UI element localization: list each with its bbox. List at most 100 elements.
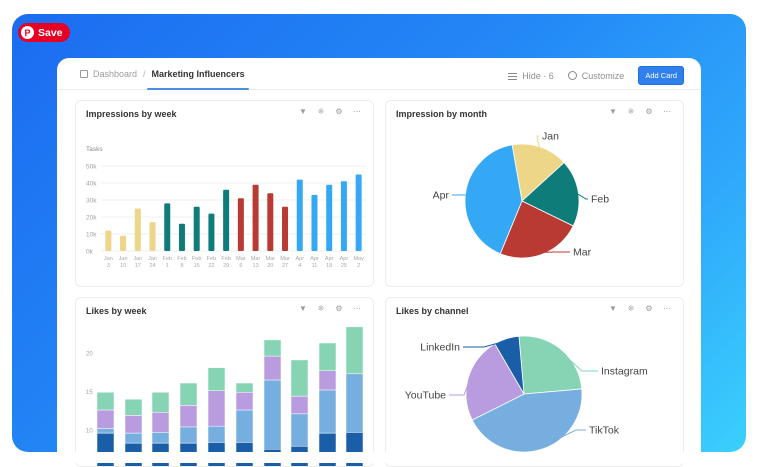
y-tick: 10 bbox=[86, 429, 93, 435]
pie-label: Jan bbox=[542, 131, 559, 143]
x-tick: 11 bbox=[312, 263, 318, 269]
pie-label: YouTube bbox=[405, 390, 446, 402]
card-title: Impressions by week bbox=[86, 109, 177, 119]
bar bbox=[296, 179, 303, 251]
stack-segment bbox=[290, 359, 309, 397]
filter-icon[interactable]: ▼ bbox=[299, 107, 307, 116]
stack-segment bbox=[96, 392, 115, 411]
dashboard-icon bbox=[80, 70, 88, 78]
stack-segment bbox=[235, 392, 254, 411]
y-axis-label: Tasks bbox=[86, 146, 103, 153]
expand-icon[interactable]: ⁜ bbox=[627, 107, 635, 116]
stack-segment bbox=[318, 342, 337, 371]
x-tick: 2 bbox=[357, 263, 360, 269]
gear-icon[interactable]: ⚙ bbox=[335, 107, 343, 116]
card-title: Likes by week bbox=[86, 306, 147, 316]
customize-label: Customize bbox=[581, 70, 625, 81]
gear-icon[interactable]: ⚙ bbox=[335, 304, 343, 313]
bar bbox=[178, 223, 185, 251]
x-tick: 20 bbox=[267, 263, 273, 269]
more-icon[interactable]: ⋯ bbox=[353, 304, 361, 313]
stack-segment bbox=[151, 392, 170, 413]
bar bbox=[164, 203, 171, 251]
pie-slice bbox=[499, 200, 574, 259]
hide-button[interactable]: Hide · 6 bbox=[508, 71, 554, 81]
stack-segment bbox=[290, 413, 309, 447]
hide-label: Hide · 6 bbox=[522, 70, 554, 81]
filter-icon[interactable]: ▼ bbox=[609, 107, 617, 116]
stack-segment bbox=[235, 409, 254, 443]
x-tick: 22 bbox=[208, 263, 214, 269]
pie-label: Mar bbox=[573, 247, 592, 259]
expand-icon[interactable]: ⁜ bbox=[317, 304, 325, 313]
stack-segment bbox=[263, 379, 282, 450]
stack-segment bbox=[179, 426, 198, 444]
filter-icon[interactable]: ▼ bbox=[609, 304, 617, 313]
add-card-button[interactable]: Add Card bbox=[638, 66, 684, 85]
expand-icon[interactable]: ⁜ bbox=[627, 304, 635, 313]
filter-icon[interactable]: ▼ bbox=[299, 304, 307, 313]
pie-label: Apr bbox=[433, 190, 450, 202]
stack-segment bbox=[124, 415, 143, 434]
x-tick: 13 bbox=[253, 263, 259, 269]
likes-pie-chart: Instagram TikTok YouTube LinkedIn bbox=[405, 335, 648, 453]
more-icon[interactable]: ⋯ bbox=[663, 107, 671, 116]
y-tick: 30k bbox=[86, 198, 97, 205]
gear-icon[interactable]: ⚙ bbox=[645, 107, 653, 116]
x-tick: 17 bbox=[135, 263, 141, 269]
stack-segment bbox=[345, 373, 364, 433]
customize-button[interactable]: Customize bbox=[567, 70, 625, 81]
x-tick: Feb bbox=[192, 256, 201, 262]
breadcrumb-dashboard[interactable]: Dashboard bbox=[93, 69, 138, 79]
card-toolbar: ▼ ⁜ ⚙ ⋯ bbox=[609, 108, 671, 116]
x-tick: Mar bbox=[251, 256, 261, 262]
pie-label: LinkedIn bbox=[420, 342, 460, 354]
card-likes-by-channel: Likes by channel ▼ ⁜ ⚙ ⋯ Instagram TikTok… bbox=[385, 297, 684, 467]
stack-segment bbox=[207, 425, 226, 443]
more-icon[interactable]: ⋯ bbox=[353, 107, 361, 116]
x-tick: 3 bbox=[107, 263, 110, 269]
x-tick: Mar bbox=[280, 256, 290, 262]
pinterest-icon: P bbox=[21, 26, 34, 39]
x-tick: 24 bbox=[149, 263, 155, 269]
x-tick: 25 bbox=[341, 263, 347, 269]
bar bbox=[193, 206, 200, 251]
y-tick: 40k bbox=[86, 181, 97, 188]
card-impression-by-month: Impression by month ▼ ⁜ ⚙ ⋯ Jan Feb Mar Apr bbox=[385, 100, 684, 287]
x-tick: 18 bbox=[326, 263, 332, 269]
bar bbox=[120, 235, 127, 251]
x-tick: 6 bbox=[239, 263, 242, 269]
x-tick: Mar bbox=[266, 256, 276, 262]
y-tick: 50k bbox=[86, 164, 97, 171]
bar bbox=[311, 194, 318, 251]
save-label: Save bbox=[38, 26, 63, 39]
pie-label: Feb bbox=[591, 194, 609, 206]
x-tick: Jan bbox=[104, 256, 113, 262]
pie-slice bbox=[511, 143, 565, 202]
active-tab-indicator bbox=[147, 88, 249, 90]
pie-slice bbox=[518, 335, 583, 395]
x-tick: Jan bbox=[119, 256, 128, 262]
y-tick: 20 bbox=[86, 352, 93, 358]
header-actions: Hide · 6 Customize Add Card bbox=[508, 66, 684, 85]
bar bbox=[134, 208, 141, 251]
bar bbox=[355, 174, 362, 251]
more-icon[interactable]: ⋯ bbox=[663, 304, 671, 313]
expand-icon[interactable]: ⁜ bbox=[317, 107, 325, 116]
stack-segment bbox=[263, 355, 282, 381]
pie-slice bbox=[471, 388, 583, 453]
x-tick: 27 bbox=[282, 263, 288, 269]
card-likes-by-week: Likes by week ▼ ⁜ ⚙ ⋯ 10 15 20 bbox=[75, 297, 374, 467]
stack-segment bbox=[207, 390, 226, 427]
breadcrumb-current[interactable]: Marketing Influencers bbox=[151, 69, 245, 79]
x-tick: May bbox=[353, 256, 364, 262]
pinterest-save-button[interactable]: P Save bbox=[18, 23, 70, 42]
card-title: Likes by channel bbox=[396, 306, 469, 316]
gear-icon[interactable]: ⚙ bbox=[645, 304, 653, 313]
stack-segment bbox=[124, 398, 143, 416]
stack-segment bbox=[151, 432, 170, 444]
likes-stacked-bar-chart: 10 15 20 bbox=[86, 326, 364, 466]
x-tick: Feb bbox=[221, 256, 230, 262]
y-tick: 10k bbox=[86, 232, 97, 239]
stack-segment bbox=[207, 367, 226, 391]
